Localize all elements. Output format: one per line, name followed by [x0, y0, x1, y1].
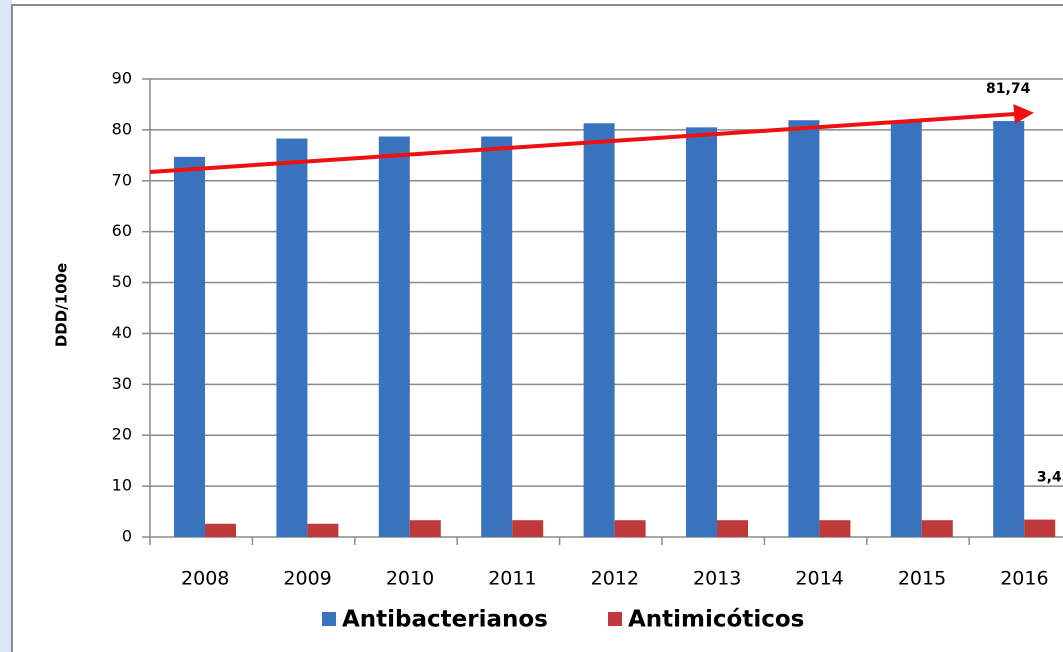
x-tick-label: 2012: [591, 568, 639, 590]
x-tick-label: 2008: [181, 568, 229, 590]
bar: [512, 520, 544, 537]
bar: [993, 121, 1025, 537]
y-tick-label: 40: [112, 323, 132, 342]
y-axis-label: DDD/100e: [53, 263, 71, 347]
bar: [890, 121, 922, 537]
bar: [686, 127, 717, 537]
y-tick-label: 10: [112, 476, 132, 495]
bar: [819, 520, 851, 537]
bar: [717, 520, 748, 537]
x-tick-label: 2015: [898, 568, 946, 590]
y-tick-label: 60: [112, 221, 132, 240]
y-tick-label: 90: [112, 69, 132, 88]
trend-arrow: [149, 104, 1034, 174]
legend-label: Antimicóticos: [628, 607, 804, 633]
x-tick-label: 2009: [283, 568, 331, 590]
legend-label: Antibacterianos: [342, 607, 548, 633]
y-tick-label: 80: [112, 119, 132, 138]
bar: [174, 156, 205, 538]
bar: [614, 520, 646, 537]
bar: [788, 120, 820, 537]
bar: [409, 520, 441, 537]
bar: [921, 520, 953, 537]
legend-swatch: [322, 612, 336, 626]
y-tick-label: 30: [112, 374, 132, 393]
x-tick-label: 2014: [795, 568, 843, 590]
legend-swatch: [608, 612, 622, 626]
bar: [205, 523, 236, 537]
side-strip: [0, 0, 12, 652]
bar: [583, 123, 615, 538]
bar: [1024, 519, 1056, 537]
y-tick-label: 50: [112, 272, 132, 291]
x-tick-label: 2010: [386, 568, 434, 590]
y-tick-label: 0: [122, 527, 132, 546]
bar: [378, 136, 410, 537]
y-tick-label: 20: [112, 425, 132, 444]
bar: [307, 523, 339, 537]
bar: [276, 138, 308, 538]
x-tick-label: 2016: [1000, 568, 1048, 590]
y-tick-label: 70: [112, 170, 132, 189]
x-tick-label: 2013: [693, 568, 741, 590]
x-tick-label: 2011: [488, 568, 536, 590]
bar: [481, 136, 513, 537]
value-label: 81,74: [986, 81, 1031, 97]
value-label: 3,42: [1037, 470, 1063, 486]
